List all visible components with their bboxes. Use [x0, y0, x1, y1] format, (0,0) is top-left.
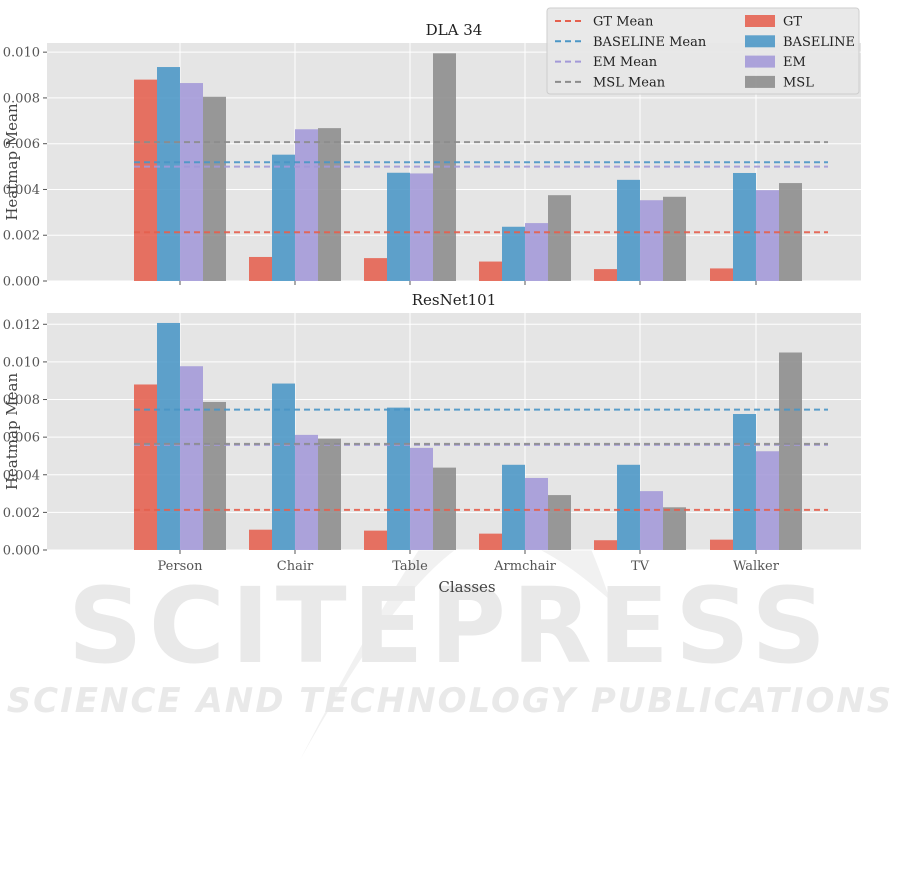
bar-em-chair	[295, 434, 318, 550]
watermark-subtitle: SCIENCE AND TECHNOLOGY PUBLICATIONS	[7, 681, 894, 721]
bar-msl-walker	[779, 183, 802, 281]
bar-em-tv	[640, 200, 663, 281]
legend-label: EM Mean	[593, 55, 658, 70]
bar-baseline-armchair	[502, 464, 525, 550]
bar-gt-walker	[710, 268, 733, 281]
x-axis-label: Classes	[438, 578, 495, 596]
y-tick-label: 0.012	[3, 318, 40, 333]
legend-entry-baseline: BASELINE	[745, 35, 855, 50]
legend-label: MSL Mean	[593, 75, 666, 90]
bar-baseline-person	[157, 67, 180, 282]
charts-layer: 0.000 0.002 0.004 0.006 0.008 0.010 DLA 34 Heat…	[3, 21, 861, 596]
legend-label: BASELINE Mean	[593, 35, 707, 50]
bar-msl-person	[203, 401, 226, 550]
bar-gt-tv	[594, 269, 617, 281]
x-tick-label-tv: TV	[631, 559, 650, 574]
legend: GT Mean BASELINE Mean EM Mean MSL Mean GT BAS…	[546, 7, 860, 95]
bar-gt-armchair	[479, 261, 502, 281]
legend-entry-msl-mean: MSL Mean	[555, 75, 666, 90]
bar-gt-person	[134, 79, 157, 281]
bar-msl-tv	[663, 196, 686, 281]
chart-title: DLA 34	[426, 21, 483, 39]
bar-baseline-table	[387, 407, 410, 550]
legend-box	[546, 7, 860, 95]
bar-gt-walker	[710, 539, 733, 550]
bar-baseline-person	[157, 322, 180, 550]
bar-em-walker	[756, 451, 779, 550]
bar-msl-chair	[318, 438, 341, 550]
y-tick-label: 0.006	[3, 431, 40, 446]
y-tick-label: 0.010	[3, 46, 40, 61]
y-tick-label: 0.008	[3, 91, 40, 106]
bar-gt-tv	[594, 540, 617, 550]
watermark-title: SCITEPRESS	[68, 565, 832, 687]
legend-label: BASELINE	[783, 35, 855, 50]
x-tick-label-walker: Walker	[733, 559, 780, 574]
x-tick-label-person: Person	[158, 559, 204, 574]
bar-msl-chair	[318, 128, 341, 281]
legend-swatch-bar	[745, 75, 775, 88]
y-axis-label: Heatmap Mean	[3, 103, 21, 221]
legend-label: GT Mean	[593, 15, 654, 30]
bar-em-table	[410, 173, 433, 281]
legend-label: MSL	[783, 75, 814, 90]
bar-baseline-table	[387, 172, 410, 281]
bar-baseline-chair	[272, 154, 295, 281]
bar-baseline-walker	[733, 172, 756, 281]
y-tick-label: 0.010	[3, 355, 40, 370]
bar-baseline-walker	[733, 414, 756, 550]
bar-em-person	[180, 366, 203, 550]
x-tick-label-armchair: Armchair	[493, 559, 556, 574]
bar-gt-chair	[249, 529, 272, 550]
legend-swatch-bar	[745, 55, 775, 68]
bar-baseline-tv	[617, 464, 640, 550]
bar-em-walker	[756, 190, 779, 281]
chart-panel-2: 0.000 0.002 0.004 0.006 0.008 0.010 0.012 Perso…	[3, 291, 861, 596]
bar-gt-table	[364, 258, 387, 281]
bar-msl-armchair	[548, 195, 571, 281]
y-tick-label: 0.000	[3, 544, 40, 559]
bar-em-armchair	[525, 477, 548, 550]
y-tick-label: 0.002	[3, 229, 40, 244]
x-tick-label-chair: Chair	[277, 559, 314, 574]
bar-em-chair	[295, 129, 318, 281]
bar-em-tv	[640, 491, 663, 550]
y-axis-label: Heatmap Mean	[3, 373, 21, 491]
legend-entry-baseline-mean: BASELINE Mean	[555, 35, 707, 50]
legend-entry-em-mean: EM Mean	[555, 55, 658, 70]
legend-entry-gt: GT	[745, 15, 802, 30]
bar-gt-armchair	[479, 533, 502, 550]
bar-em-armchair	[525, 223, 548, 281]
bar-msl-tv	[663, 507, 686, 550]
legend-entry-msl: MSL	[745, 75, 814, 90]
bar-msl-armchair	[548, 495, 571, 550]
y-tick-label: 0.000	[3, 275, 40, 290]
bar-baseline-armchair	[502, 226, 525, 281]
legend-swatch-bar	[745, 35, 775, 48]
bar-msl-table	[433, 467, 456, 550]
bar-gt-table	[364, 530, 387, 550]
y-tick-label: 0.008	[3, 393, 40, 408]
bar-baseline-chair	[272, 383, 295, 550]
legend-entry-em: EM	[745, 55, 806, 70]
y-tick-label: 0.004	[3, 183, 40, 198]
bar-msl-walker	[779, 352, 802, 550]
bar-gt-person	[134, 384, 157, 550]
bar-baseline-tv	[617, 179, 640, 281]
legend-swatch-bar	[745, 15, 775, 27]
bar-em-person	[180, 83, 203, 281]
x-tick-label-table: Table	[392, 559, 428, 574]
bar-msl-person	[203, 96, 226, 282]
y-tick-label: 0.006	[3, 137, 40, 152]
chart-title: ResNet101	[412, 291, 497, 309]
legend-label: GT	[783, 15, 802, 30]
y-tick-label: 0.002	[3, 506, 40, 521]
y-tick-label: 0.004	[3, 468, 40, 483]
bar-gt-chair	[249, 256, 272, 281]
bar-em-table	[410, 447, 433, 550]
legend-label: EM	[783, 55, 806, 70]
legend-entry-gt-mean: GT Mean	[555, 15, 654, 30]
